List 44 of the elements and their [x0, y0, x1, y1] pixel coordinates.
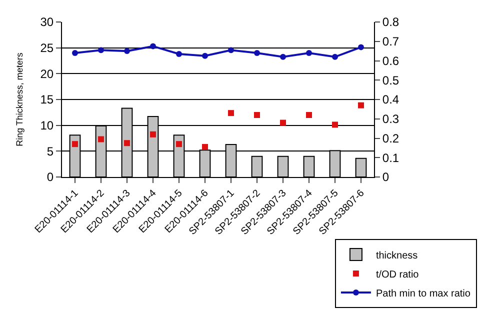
y-tick-label: 5	[46, 144, 54, 158]
y2-tick-label: 0.2	[382, 131, 400, 146]
point	[280, 54, 286, 60]
point	[98, 136, 104, 142]
point	[306, 50, 312, 56]
y2-tick-label: 0.3	[382, 112, 400, 126]
y2-tick-label: 0.1	[382, 150, 400, 165]
point	[98, 47, 104, 54]
point	[280, 120, 286, 126]
y2-tick-label: 0.6	[382, 54, 400, 68]
legend-label: t/OD ratio	[376, 269, 420, 280]
y-tick-label: 25	[40, 41, 54, 56]
point	[72, 50, 78, 56]
point	[72, 141, 78, 148]
point	[358, 44, 364, 50]
y-tick-label: 10	[40, 118, 54, 133]
point	[124, 140, 130, 146]
legend-label: thickness	[376, 250, 418, 262]
point	[254, 112, 260, 118]
point	[176, 141, 182, 148]
point	[306, 112, 312, 118]
point	[176, 50, 182, 57]
y-axis-title: Ring Thickness, meters	[14, 52, 25, 146]
y2-tick-label: 0.7	[382, 34, 400, 49]
point	[358, 102, 364, 108]
legend-label: Path min to max ratio	[376, 288, 471, 300]
point	[228, 47, 234, 54]
point	[228, 110, 234, 116]
y2-tick-label: 0.5	[382, 73, 400, 88]
y2-tick-label: 0	[382, 170, 390, 184]
y-tick-label: 0	[46, 170, 54, 184]
point	[254, 50, 260, 56]
y-tick-label: 30	[40, 15, 54, 30]
point	[202, 52, 208, 59]
point	[332, 122, 338, 128]
y-tick-label: 15	[40, 92, 54, 107]
y2-tick-label: 0.4	[382, 92, 400, 107]
point	[150, 43, 156, 50]
point	[150, 131, 156, 138]
point	[332, 54, 338, 60]
point	[124, 48, 130, 54]
point	[202, 144, 208, 150]
y-tick-label: 20	[40, 66, 54, 81]
y2-tick-label: 0.8	[382, 15, 400, 30]
